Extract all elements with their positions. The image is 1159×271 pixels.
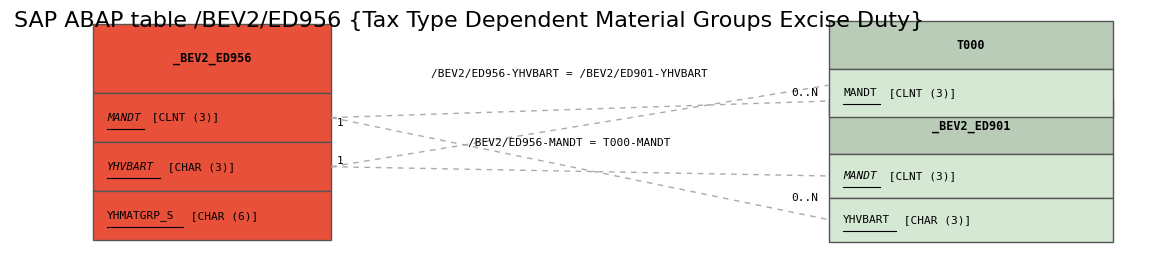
- Text: /BEV2/ED956-MANDT = T000-MANDT: /BEV2/ED956-MANDT = T000-MANDT: [468, 138, 670, 149]
- FancyBboxPatch shape: [830, 154, 1113, 198]
- FancyBboxPatch shape: [94, 142, 331, 191]
- Text: 0..N: 0..N: [792, 193, 818, 203]
- FancyBboxPatch shape: [94, 24, 331, 93]
- Text: 1: 1: [337, 156, 343, 166]
- FancyBboxPatch shape: [830, 198, 1113, 242]
- Text: /BEV2/ED956-YHVBART = /BEV2/ED901-YHVBART: /BEV2/ED956-YHVBART = /BEV2/ED901-YHVBAR…: [431, 69, 707, 79]
- Text: [CHAR (6)]: [CHAR (6)]: [184, 211, 258, 221]
- Text: [CHAR (3)]: [CHAR (3)]: [161, 162, 235, 172]
- Text: T000: T000: [957, 39, 985, 52]
- Text: MANDT: MANDT: [843, 171, 877, 181]
- Text: YHVBART: YHVBART: [107, 162, 154, 172]
- FancyBboxPatch shape: [830, 21, 1113, 69]
- Text: YHMATGRP_S: YHMATGRP_S: [107, 210, 175, 221]
- Text: _BEV2_ED901: _BEV2_ED901: [932, 120, 1011, 133]
- Text: MANDT: MANDT: [843, 88, 877, 98]
- Text: 1: 1: [337, 118, 343, 128]
- Text: [CLNT (3)]: [CLNT (3)]: [146, 112, 220, 122]
- FancyBboxPatch shape: [830, 98, 1113, 154]
- Text: [CLNT (3)]: [CLNT (3)]: [882, 171, 956, 181]
- FancyBboxPatch shape: [94, 191, 331, 240]
- FancyBboxPatch shape: [830, 69, 1113, 117]
- Text: MANDT: MANDT: [107, 112, 140, 122]
- Text: [CHAR (3)]: [CHAR (3)]: [897, 215, 971, 225]
- Text: SAP ABAP table /BEV2/ED956 {Tax Type Dependent Material Groups Excise Duty}: SAP ABAP table /BEV2/ED956 {Tax Type Dep…: [14, 11, 925, 31]
- Text: _BEV2_ED956: _BEV2_ED956: [173, 52, 252, 65]
- FancyBboxPatch shape: [94, 93, 331, 142]
- Text: 0..N: 0..N: [792, 88, 818, 98]
- Text: YHVBART: YHVBART: [843, 215, 890, 225]
- Text: [CLNT (3)]: [CLNT (3)]: [882, 88, 956, 98]
